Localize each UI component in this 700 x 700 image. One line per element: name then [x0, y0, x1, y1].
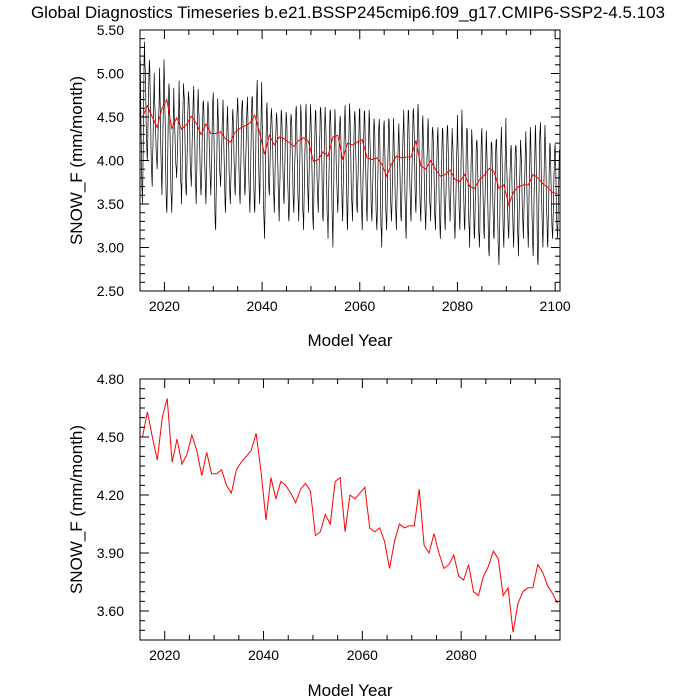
y-tick-label: 4.00 — [97, 153, 124, 169]
y-tick-label: 2.50 — [97, 283, 124, 299]
top-panel: 2020 2040 2060 2080 2100 2.50 3.00 3.50 4.00 4.50… — [67, 22, 571, 350]
x-tick-label: 2020 — [149, 647, 180, 663]
y-tick-label: 4.50 — [97, 429, 124, 445]
y-axis-label: SNOW_F (mm/month) — [67, 425, 86, 594]
x-tick-label: 2040 — [247, 298, 278, 314]
y-tick-label: 3.90 — [97, 545, 124, 561]
annual-mean-series-line — [141, 98, 558, 207]
x-tick-label: 2040 — [248, 647, 279, 663]
x-tick-label: 2080 — [446, 647, 477, 663]
y-tick-label: 3.00 — [97, 240, 124, 256]
y-tick-label: 3.60 — [97, 603, 124, 619]
x-tick-label: 2060 — [347, 647, 378, 663]
x-axis-label: Model Year — [307, 331, 392, 350]
y-tick-label: 5.50 — [97, 22, 124, 38]
figure-title: Global Diagnostics Timeseries b.e21.BSSP… — [31, 3, 665, 22]
x-tick-label: 2020 — [149, 298, 180, 314]
y-tick-label: 4.80 — [97, 371, 124, 387]
bottom-panel: 2020 2040 2060 2080 3.60 3.90 4.20 4.50 4.80 Mode… — [67, 371, 561, 700]
plot-frame — [139, 378, 561, 641]
y-axis-label: SNOW_F (mm/month) — [67, 76, 86, 245]
x-axis-label: Model Year — [307, 681, 392, 700]
y-tick-label: 5.00 — [97, 66, 124, 82]
x-tick-label: 2100 — [540, 298, 571, 314]
monthly-series-line — [140, 41, 560, 265]
y-tick-label: 4.20 — [97, 487, 124, 503]
annual-mean-series-line — [141, 398, 558, 633]
y-tick-label: 3.50 — [97, 196, 124, 212]
x-tick-label: 2080 — [442, 298, 473, 314]
y-tick-label: 4.50 — [97, 109, 124, 125]
x-tick-label: 2060 — [344, 298, 375, 314]
